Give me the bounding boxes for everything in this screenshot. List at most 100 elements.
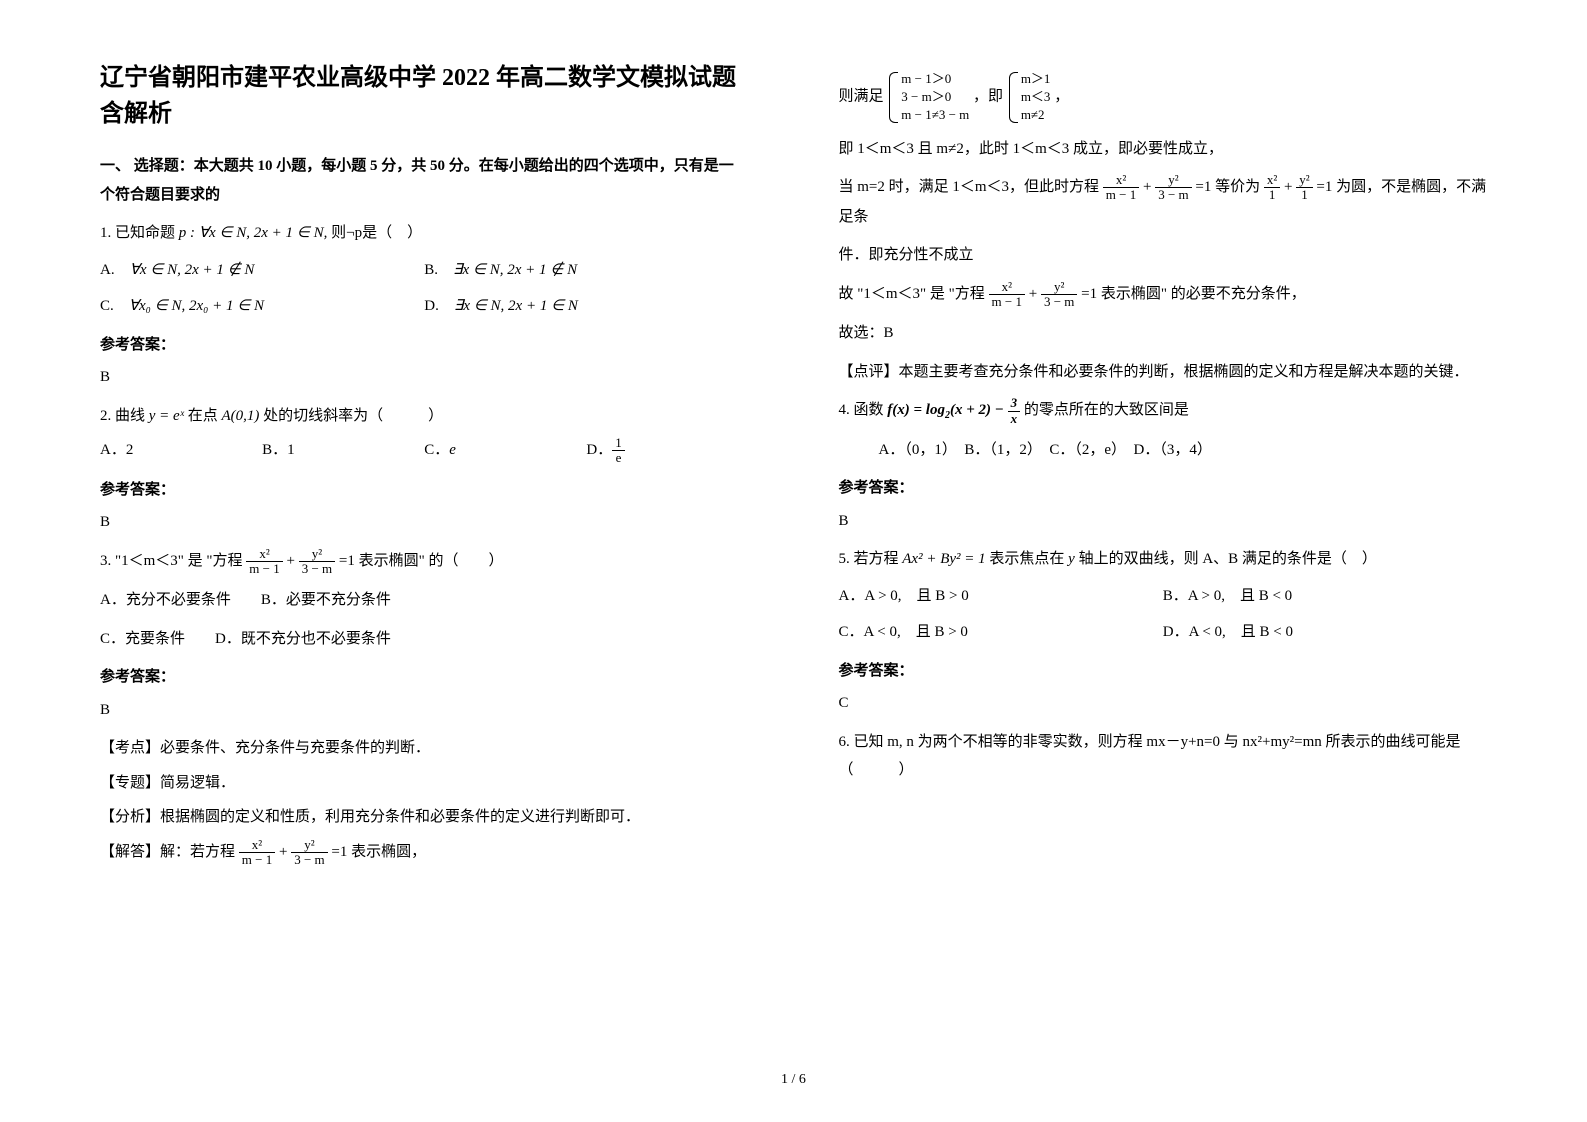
r-sys-line: 则满足 m − 1＞0 3 − m＞0 m − 1≠3 − m ，即 m＞1 m… <box>839 70 1488 125</box>
q3-sol-prefix: 【解答】解：若方程 <box>100 844 235 860</box>
q3-tag3: 【分析】根据椭圆的定义和性质，利用充分条件和必要条件的定义进行判断即可． <box>100 803 749 832</box>
sys-mid: ，即 <box>973 89 1003 105</box>
q1-opts-row2: C. ∀x₀ ∈ N, 2x₀ + 1 ∈ N D. ∃x ∈ N, 2x + … <box>100 292 749 321</box>
frac-num: x² <box>246 547 282 562</box>
q2-ans-label: 参考答案： <box>100 476 749 505</box>
r-l2: 即 1＜m＜3 且 m≠2，此时 1＜m＜3 成立，即必要性成立， <box>839 135 1488 164</box>
sys2-r2: m＜3 <box>1021 88 1051 106</box>
sys1-r1: m − 1＞0 <box>901 70 969 88</box>
q4-fx-arg: (x + 2) − <box>950 402 1008 418</box>
q5-ans-label: 参考答案： <box>839 657 1488 686</box>
q2-optD-lbl: D． <box>586 442 612 458</box>
q3-sol-suffix: =1 表示椭圆， <box>331 844 426 860</box>
q5-ans: C <box>839 689 1488 718</box>
r-l3: 当 m=2 时，满足 1＜m＜3，但此时方程 x²m − 1 + y²3 − m… <box>839 173 1488 231</box>
q2-math: y = eˣ <box>149 408 184 424</box>
right-column: 则满足 m − 1＞0 3 − m＞0 m − 1≠3 − m ，即 m＞1 m… <box>839 60 1488 873</box>
plus: + <box>1029 286 1037 302</box>
q3-suffix: =1 表示椭圆" 的（ ） <box>339 553 504 569</box>
q2-optC: C．e <box>424 436 586 466</box>
q5-mid: 表示焦点在 <box>989 551 1068 567</box>
frac-num: x² <box>1103 173 1139 188</box>
q2-optA: A．2 <box>100 436 262 466</box>
q3-frac2: y²3 − m <box>299 547 335 577</box>
q3-plus: + <box>287 553 295 569</box>
r-l4-frac2: y²3 − m <box>1041 280 1077 310</box>
sys2-r3: m≠2 <box>1021 106 1051 124</box>
r-l3-frac1: x²m − 1 <box>1103 173 1139 203</box>
r-l3c: 件．即充分性不成立 <box>839 241 1488 270</box>
q4-fx-prefix: f(x) = log <box>887 402 945 418</box>
system-1: m − 1＞0 3 − m＞0 m − 1≠3 − m <box>887 70 969 125</box>
q2-suffix: 处的切线斜率为（ ） <box>263 408 443 424</box>
question-3: 3. "1＜m＜3" 是 "方程 x²m − 1 + y²3 − m =1 表示… <box>100 547 749 577</box>
q2-optD-frac: 1e <box>612 436 625 466</box>
frac-den: 3 − m <box>291 853 327 867</box>
doc-title: 辽宁省朝阳市建平农业高级中学 2022 年高二数学文模拟试题含解析 <box>100 60 749 132</box>
q2-prefix: 2. 曲线 <box>100 408 145 424</box>
q3-sol: 【解答】解：若方程 x²m − 1 + y²3 − m =1 表示椭圆， <box>100 838 749 868</box>
frac-den: 3 − m <box>1155 188 1191 202</box>
r-l3-fracy: y²1 <box>1296 173 1312 203</box>
q2-ans: B <box>100 508 749 537</box>
frac-den: 3 − m <box>299 562 335 576</box>
q5-prefix: 5. 若方程 <box>839 551 903 567</box>
question-1: 1. 已知命题 p : ∀x ∈ N, 2x + 1 ∈ N, 则¬p是（ ） <box>100 219 749 248</box>
section-1-heading: 一、 选择题：本大题共 10 小题，每小题 5 分，共 50 分。在每小题给出的… <box>100 152 749 209</box>
frac-den: 1 <box>1296 188 1312 202</box>
q1-optC: C. ∀x₀ ∈ N, 2x₀ + 1 ∈ N <box>100 292 424 321</box>
q1-optA-math: ∀x ∈ N, 2x + 1 ∉ N <box>130 262 255 278</box>
q3-ans-label: 参考答案： <box>100 663 749 692</box>
q1-ans-label: 参考答案： <box>100 331 749 360</box>
frac-num: y² <box>1041 280 1077 295</box>
q3-opts-cd: C．充要条件 D．既不充分也不必要条件 <box>100 625 749 654</box>
frac-num: 3 <box>1008 396 1021 411</box>
q2-point: A(0,1) <box>221 408 259 424</box>
q5-suffix: 轴上的双曲线，则 A、B 满足的条件是（ ） <box>1079 551 1377 567</box>
q1-optB: B. ∃x ∈ N, 2x + 1 ∉ N <box>424 256 748 285</box>
question-4: 4. 函数 f(x) = log2(x + 2) − 3x 的零点所在的大致区间… <box>839 396 1488 426</box>
q5-opts-row2: C．A < 0, 且 B > 0 D．A < 0, 且 B < 0 <box>839 618 1488 647</box>
q5-optC: C．A < 0, 且 B > 0 <box>839 618 1163 647</box>
r-l3a: 当 m=2 时，满足 1＜m＜3，但此时方程 <box>839 179 1100 195</box>
frac-den: e <box>612 451 625 465</box>
r-eq1: =1 <box>1316 179 1332 195</box>
frac-num: y² <box>1296 173 1312 188</box>
q4-ans-label: 参考答案： <box>839 474 1488 503</box>
r-l4-frac1: x²m − 1 <box>989 280 1025 310</box>
sys-prefix: 则满足 <box>839 89 884 105</box>
q3-opts-ab: A．充分不必要条件 B．必要不充分条件 <box>100 586 749 615</box>
plus: + <box>1284 179 1292 195</box>
frac-num: x² <box>239 838 275 853</box>
q3-tag1: 【考点】必要条件、充分条件与充要条件的判断． <box>100 734 749 763</box>
question-6: 6. 已知 m, n 为两个不相等的非零实数，则方程 mx－y+n=0 与 nx… <box>839 728 1488 785</box>
q1-math: p : ∀x ∈ N, 2x + 1 ∈ N, <box>179 225 328 241</box>
q1-suffix: 则¬p是（ ） <box>331 225 422 241</box>
q1-optA: A. ∀x ∈ N, 2x + 1 ∉ N <box>100 256 424 285</box>
system-2: m＞1 m＜3 m≠2 <box>1007 70 1051 125</box>
q4-opts: A．（0，1） B．（1，2） C．（2，e） D．（3，4） <box>839 436 1488 465</box>
q3-ans: B <box>100 696 749 725</box>
q1-optB-math: ∃x ∈ N, 2x + 1 ∉ N <box>453 262 577 278</box>
plus: + <box>1143 179 1151 195</box>
r-l6: 【点评】本题主要考查充分条件和必要条件的判断，根据椭圆的定义和方程是解决本题的关… <box>839 358 1488 387</box>
q2-optC-lbl: C． <box>424 442 449 458</box>
q3-sol-frac1: x²m − 1 <box>239 838 275 868</box>
frac-num: y² <box>291 838 327 853</box>
r-l4b: =1 表示椭圆" 的必要不充分条件， <box>1081 286 1306 302</box>
q1-optC-math: ∀x₀ ∈ N, 2x₀ + 1 ∈ N <box>129 298 264 314</box>
r-l4a: 故 "1＜m＜3" 是 "方程 <box>839 286 985 302</box>
q4-prefix: 4. 函数 <box>839 402 888 418</box>
r-l3-frac2: y²3 − m <box>1155 173 1191 203</box>
q3-sol-frac2: y²3 − m <box>291 838 327 868</box>
frac-den: 1 <box>1264 188 1280 202</box>
q3-frac1: x²m − 1 <box>246 547 282 577</box>
page-footer: 1 / 6 <box>0 1067 1587 1094</box>
q3-tag2: 【专题】简易逻辑． <box>100 769 749 798</box>
frac-den: m − 1 <box>989 295 1025 309</box>
q1-prefix: 1. 已知命题 <box>100 225 175 241</box>
sys1-r2: 3 − m＞0 <box>901 88 969 106</box>
sys2-r1: m＞1 <box>1021 70 1051 88</box>
q5-eq: Ax² + By² = 1 <box>902 551 985 567</box>
q5-optB: B．A > 0, 且 B < 0 <box>1163 582 1487 611</box>
